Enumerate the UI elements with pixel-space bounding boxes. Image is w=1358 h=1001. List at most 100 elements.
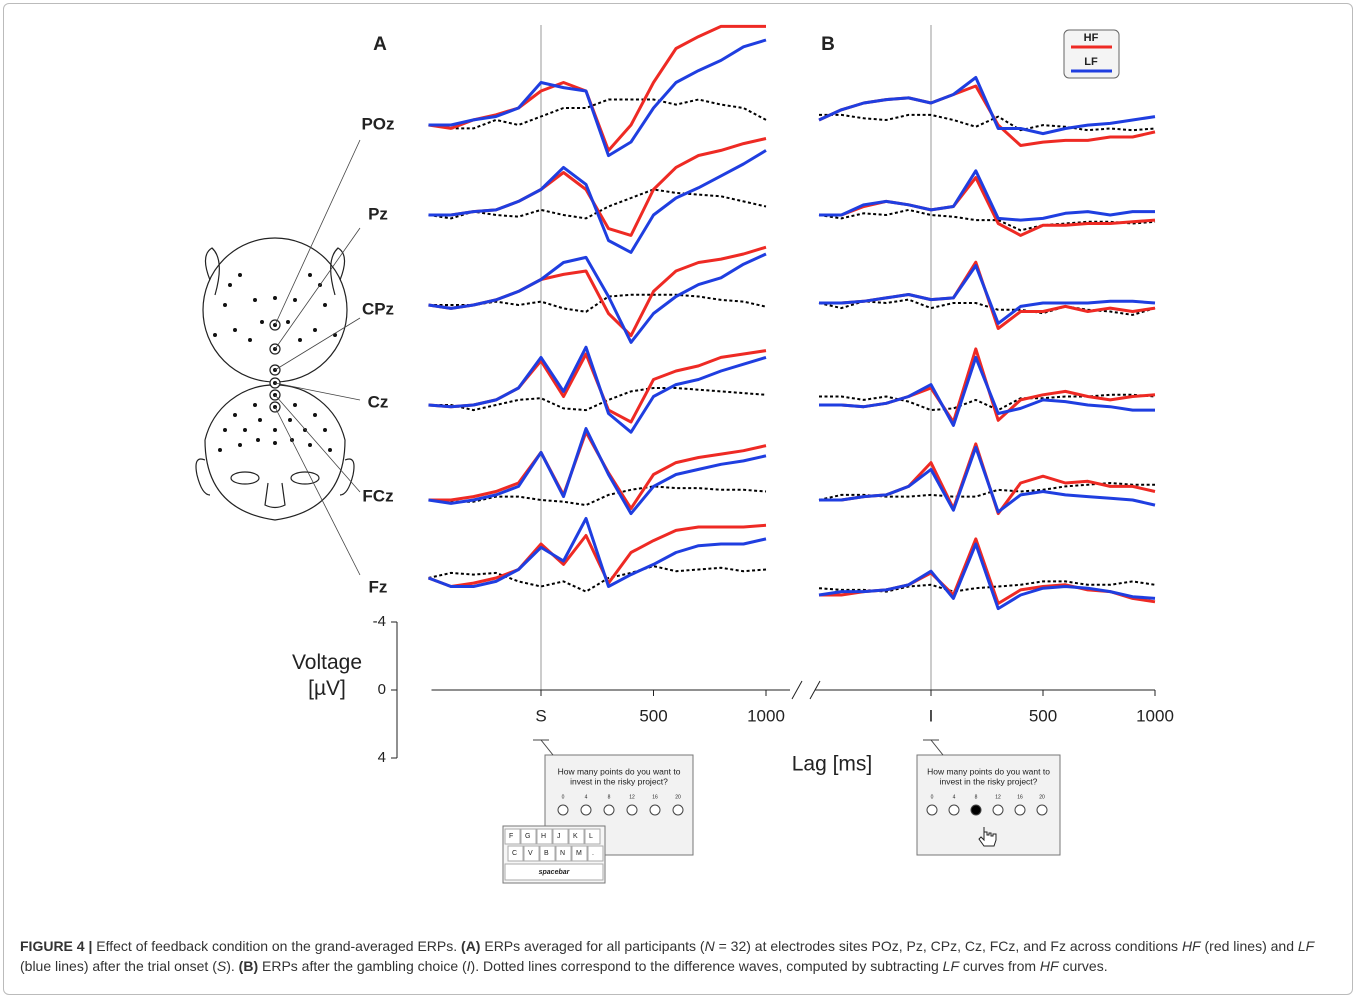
caption-run: (red lines) and [1200, 938, 1298, 954]
electrode-dot [218, 448, 222, 452]
option [1014, 804, 1026, 816]
electrode-dot [313, 413, 317, 417]
erp-line [428, 24, 766, 152]
key-label: M [576, 850, 582, 857]
erp-line [428, 430, 767, 510]
electrode-dot [243, 428, 247, 432]
legend-label: HF [1084, 32, 1099, 44]
nose [264, 482, 286, 509]
head-back [202, 237, 348, 383]
electrode-label: POz [361, 114, 394, 133]
key-label: C [512, 850, 517, 857]
caption-run: (blue lines) after the trial onset ( [20, 958, 217, 974]
erp-line [428, 427, 767, 516]
key [536, 828, 553, 845]
y-tick-label: -4 [373, 613, 386, 630]
difference-wave [818, 208, 1156, 232]
option [626, 804, 638, 816]
hand-cursor [978, 827, 997, 847]
difference-wave [428, 188, 767, 220]
caption-run: FIGURE 4 | [20, 938, 93, 954]
panel-label: A [373, 34, 387, 55]
caption-run: S [216, 958, 227, 974]
eye [290, 471, 320, 485]
caption-run: I [466, 958, 471, 974]
option-label: 4 [585, 794, 588, 800]
electrode-dot [288, 418, 292, 422]
caption-run: curves from [959, 958, 1040, 974]
option-label: 0 [562, 794, 565, 800]
option-label: 20 [675, 794, 681, 800]
option-label: 16 [652, 794, 658, 800]
x-tick-label: 1000 [1136, 706, 1174, 725]
pointer-line [274, 382, 361, 401]
option-label: 4 [953, 794, 956, 800]
figure-frame [3, 3, 1353, 995]
difference-wave [428, 565, 767, 593]
head-front [204, 384, 346, 521]
electrode-dot [258, 418, 262, 422]
caption: FIGURE 4 | Effect of feedback condition … [20, 936, 1338, 976]
erp-line [819, 169, 1155, 222]
axis-break [791, 680, 803, 700]
option-label: 8 [975, 794, 978, 800]
option-label: 16 [1017, 794, 1023, 800]
caption-run: ). Dotted lines correspond to the differ… [470, 958, 943, 974]
onset-marker [930, 739, 944, 756]
erp-line [428, 137, 767, 237]
electrode-dot [308, 273, 312, 277]
ear [339, 458, 355, 496]
legend-label: LF [1084, 56, 1098, 68]
option-label: 8 [608, 794, 611, 800]
erp-line [427, 523, 767, 588]
option [672, 804, 684, 816]
option [649, 804, 661, 816]
key [555, 845, 572, 862]
caption-run: ). [226, 958, 239, 974]
electrode-dot [323, 428, 327, 432]
erp-line [427, 517, 767, 588]
electrode-label: Cz [368, 392, 389, 411]
option [1036, 804, 1048, 816]
electrode-dot [238, 273, 242, 277]
key [507, 845, 524, 862]
caption-run: N [704, 938, 715, 954]
option [992, 804, 1004, 816]
erp-line [818, 542, 1156, 611]
axis-break [809, 680, 821, 700]
erp-line [818, 76, 1156, 136]
electrode-dot [273, 441, 277, 445]
caption-run: = 32) at electrodes sites POz, Pz, CPz, … [714, 938, 1182, 954]
caption-run: Effect of feedback condition on the gran… [92, 938, 462, 954]
key [504, 828, 521, 845]
key-label: N [560, 850, 565, 857]
key [587, 845, 604, 862]
key [568, 828, 585, 845]
key-label: L [589, 833, 593, 840]
difference-wave [819, 393, 1156, 412]
question: invest in the risky project? [570, 776, 668, 786]
erp-line [428, 345, 767, 434]
key-label: V [528, 850, 533, 857]
key [552, 828, 569, 845]
difference-wave [428, 98, 767, 130]
ear [204, 247, 220, 296]
onset-marker [540, 739, 554, 756]
electrode-dot [233, 328, 237, 332]
x-tick-label: 500 [639, 706, 667, 725]
x-axis-label: Lag [ms] [792, 753, 873, 776]
electrode-dot [233, 413, 237, 417]
pointer-line [274, 139, 361, 326]
electrode-dot [303, 428, 307, 432]
electrode-dot [298, 338, 302, 342]
electrode-dot [313, 328, 317, 332]
option [926, 804, 938, 816]
electrode-dot [293, 403, 297, 407]
x-tick-label: I [929, 706, 934, 725]
erp-line [428, 349, 767, 424]
option-label: 0 [931, 794, 934, 800]
caption-run: ERPs averaged for all participants ( [480, 938, 705, 954]
caption-run: (A) [461, 938, 481, 954]
option-label: 12 [995, 794, 1001, 800]
